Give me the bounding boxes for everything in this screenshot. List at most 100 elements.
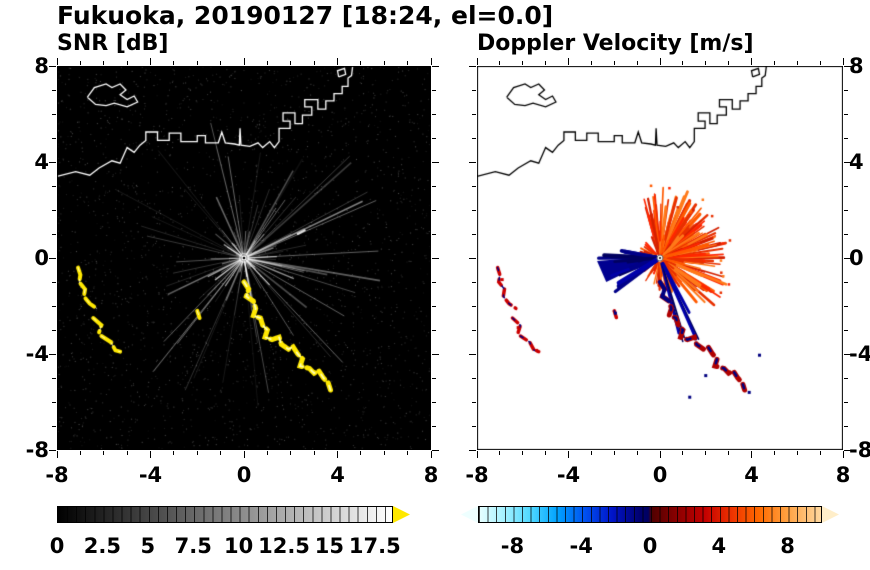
x-axis-tick [56, 451, 58, 458]
velocity-colorbar-over-arrow [822, 506, 839, 523]
x-axis-tick [522, 61, 524, 65]
y-axis-tick [844, 377, 848, 379]
x-axis-tick [499, 61, 501, 65]
x-axis-tick [430, 451, 432, 458]
x-tick-label: 0 [236, 463, 252, 487]
y-axis-tick [472, 209, 476, 211]
y-axis-tick [432, 233, 436, 235]
y-axis-tick [844, 65, 851, 67]
x-tick-label: 0 [652, 463, 668, 487]
y-axis-tick [469, 449, 476, 451]
colorbar-tick-label: 8 [780, 534, 795, 558]
snr-colorbar-ticks [58, 507, 392, 522]
colorbar-tick-label: 15 [314, 534, 345, 558]
y-axis-tick [432, 305, 436, 307]
y-axis-tick [432, 401, 436, 403]
y-axis-tick [432, 185, 436, 187]
snr-panel-title: SNR [dB] [57, 31, 169, 56]
y-axis-tick [432, 65, 439, 67]
x-axis-tick [751, 58, 752, 65]
y-axis-tick [844, 257, 851, 259]
y-axis-tick [472, 425, 476, 427]
x-axis-tick [173, 451, 175, 455]
x-axis-tick [196, 61, 198, 65]
x-axis-tick [103, 61, 105, 65]
x-axis-tick [499, 451, 501, 455]
x-axis-tick [290, 451, 292, 455]
y-axis-tick [844, 329, 848, 331]
x-axis-tick [313, 61, 315, 65]
y-axis-tick [52, 401, 56, 403]
velocity-colorbar-ticks [479, 507, 821, 522]
x-axis-tick [819, 451, 821, 455]
y-axis-tick [432, 329, 436, 331]
y-tick-label: 0 [849, 246, 864, 270]
y-tick-label: -4 [25, 342, 49, 366]
y-axis-tick [432, 161, 439, 163]
y-tick-label: -8 [25, 438, 49, 462]
colorbar-tick-label: 0 [642, 534, 658, 558]
x-axis-tick [819, 61, 821, 65]
x-axis-tick [682, 61, 684, 65]
x-axis-tick [360, 451, 362, 455]
x-axis-tick [476, 451, 478, 458]
x-axis-tick [659, 58, 661, 65]
y-axis-tick [52, 329, 56, 331]
x-axis-tick [842, 58, 844, 65]
y-axis-tick [49, 449, 56, 451]
y-axis-tick [52, 137, 56, 139]
y-axis-tick [52, 281, 56, 283]
y-axis-tick [432, 89, 436, 91]
y-axis-tick [469, 161, 476, 163]
colorbar-tick-label: 4 [711, 534, 727, 558]
y-axis-tick [469, 257, 476, 259]
x-axis-tick [590, 61, 592, 65]
colorbar-tick-label: 7.5 [174, 534, 212, 558]
y-tick-label: 4 [849, 150, 864, 174]
y-tick-label: 8 [849, 54, 864, 78]
y-axis-tick [52, 89, 56, 91]
x-axis-tick [173, 61, 175, 65]
y-axis-tick [844, 233, 848, 235]
y-axis-tick [472, 89, 476, 91]
x-tick-label: -8 [465, 463, 489, 487]
y-axis-tick [469, 353, 476, 355]
velocity-colorbar [478, 506, 822, 523]
y-axis-tick [472, 377, 476, 379]
x-axis-tick [545, 451, 547, 455]
y-axis-tick [472, 305, 476, 307]
y-axis-tick [844, 161, 851, 163]
x-axis-tick [266, 451, 268, 455]
y-axis-tick [844, 209, 848, 211]
y-axis-tick [432, 449, 439, 451]
colorbar-tick-label: 17.5 [348, 534, 401, 558]
x-axis-tick [842, 451, 844, 458]
colorbar-tick-label: 5 [140, 534, 156, 558]
x-axis-tick [636, 61, 638, 65]
y-axis-tick [52, 185, 56, 187]
y-axis-tick [52, 233, 56, 235]
doppler-velocity-ppi-plot [477, 66, 843, 450]
y-axis-tick [52, 305, 56, 307]
y-axis-tick [472, 233, 476, 235]
x-axis-tick [545, 61, 547, 65]
x-axis-tick [79, 61, 81, 65]
x-axis-tick [705, 451, 707, 455]
x-tick-label: 8 [423, 463, 439, 487]
y-axis-tick [432, 377, 436, 379]
y-axis-tick [472, 401, 476, 403]
snr-ppi-plot [57, 66, 431, 450]
x-tick-label: -8 [45, 463, 69, 487]
x-axis-tick [728, 451, 730, 455]
x-axis-tick [728, 61, 730, 65]
y-axis-tick [432, 257, 439, 259]
y-axis-tick [432, 353, 439, 355]
x-axis-tick [613, 61, 615, 65]
colorbar-tick-label: -4 [569, 534, 593, 558]
y-tick-label: -4 [849, 342, 870, 366]
x-axis-tick [613, 451, 615, 455]
figure-title: Fukuoka, 20190127 [18:24, el=0.0] [57, 1, 554, 30]
x-axis-tick [220, 61, 222, 65]
x-axis-tick [126, 451, 128, 455]
x-axis-tick [751, 451, 752, 458]
